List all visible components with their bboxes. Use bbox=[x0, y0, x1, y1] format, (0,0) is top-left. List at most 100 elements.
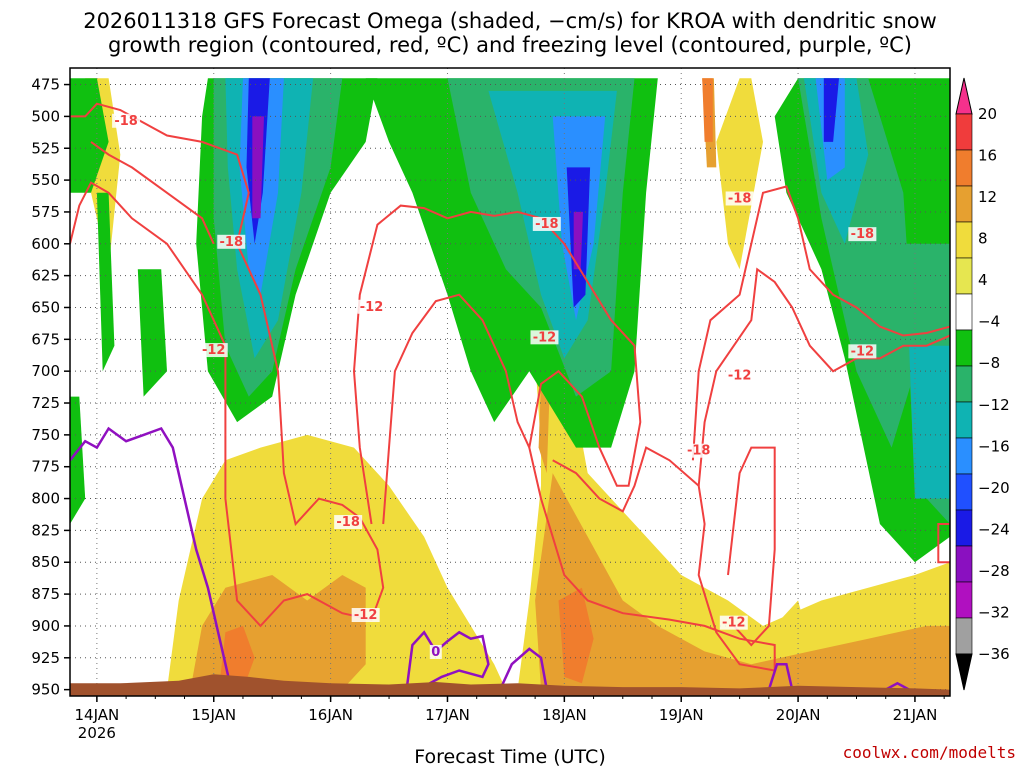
omega-region-negative-4-8 bbox=[70, 78, 109, 193]
omega-region-positive-4-8 bbox=[517, 269, 950, 690]
contour-label-bg bbox=[684, 443, 713, 458]
y-tick-label: 800 bbox=[31, 490, 60, 508]
contour-label-bg bbox=[351, 608, 380, 623]
contour-label: -12 bbox=[360, 300, 384, 315]
omega-region-positive-4-8 bbox=[716, 78, 763, 270]
terrain-fill bbox=[70, 674, 950, 696]
colorbar-swatch bbox=[955, 365, 973, 403]
contour-label-bg bbox=[725, 191, 754, 206]
y-tick-label: 575 bbox=[31, 203, 60, 221]
dgz-contour-line bbox=[727, 446, 776, 647]
y-tick-label: 675 bbox=[31, 330, 60, 348]
contour-label: -18 bbox=[535, 217, 559, 232]
y-tick-label: 950 bbox=[31, 681, 60, 699]
colorbar-swatch bbox=[955, 617, 973, 655]
terrain-surface bbox=[70, 674, 950, 696]
colorbar-label: −36 bbox=[978, 645, 1010, 663]
chart-title-line1: 2026011318 GFS Forecast Omega (shaded, −… bbox=[83, 9, 937, 33]
colorbar-swatch bbox=[955, 149, 973, 187]
colorbar-swatch bbox=[955, 257, 973, 295]
dgz-contour-line bbox=[691, 185, 950, 461]
contour-label-bg bbox=[725, 368, 754, 383]
omega-region-negative-4-8 bbox=[70, 396, 86, 524]
x-tick-label: 18JAN bbox=[542, 706, 587, 724]
y-tick-label: 825 bbox=[31, 521, 60, 539]
omega-region-negative-24-28 bbox=[573, 211, 583, 270]
omega-region-negative-20-24 bbox=[823, 78, 839, 142]
y-tick-label: 850 bbox=[31, 553, 60, 571]
contour-label-bg bbox=[357, 299, 386, 314]
contour-label-bg bbox=[848, 227, 877, 242]
y-tick-label: 625 bbox=[31, 267, 60, 285]
colorbar-label: −16 bbox=[978, 437, 1010, 455]
contour-labels: -18 -18 -12 -12 -18 -12 -18 -12 -18 -18 -12 -12 -18 -… bbox=[112, 113, 877, 660]
contour-label: -18 bbox=[728, 191, 752, 206]
omega-region-negative-24-28 bbox=[252, 116, 264, 219]
colorbar-label: 16 bbox=[978, 147, 997, 165]
colorbar-label: 12 bbox=[978, 188, 997, 206]
contour-label: -12 bbox=[354, 608, 378, 623]
colorbar-label: 20 bbox=[978, 105, 997, 123]
y-tick-label: 600 bbox=[31, 235, 60, 253]
dgz-contours bbox=[70, 102, 950, 672]
colorbar-swatch bbox=[955, 473, 973, 511]
freezing-level-line bbox=[885, 681, 910, 691]
y-tick-label: 925 bbox=[31, 649, 60, 667]
dgz-contour-line bbox=[697, 267, 950, 486]
colorbar-label: −32 bbox=[978, 603, 1010, 621]
contour-label: -12 bbox=[202, 343, 226, 358]
x-tick-label: 19JAN bbox=[659, 706, 704, 724]
x-tick-label: 14JAN bbox=[75, 706, 120, 724]
contour-label: -18 bbox=[220, 235, 244, 250]
contour-label-bg bbox=[530, 330, 559, 345]
contour-label: -18 bbox=[336, 515, 360, 530]
freezing-level-line bbox=[405, 630, 490, 691]
contour-label-bg bbox=[334, 515, 363, 530]
freezing-level-line bbox=[498, 647, 549, 691]
contour-label: -18 bbox=[687, 444, 711, 459]
colorbar-swatch bbox=[955, 113, 973, 151]
colorbar: 20 16 12 8 4 −4 −8 −12 −16 −20 −24 −28 −32 −36 bbox=[955, 77, 1010, 691]
colorbar-label: −20 bbox=[978, 479, 1010, 497]
x-axis-label: Forecast Time (UTC) bbox=[414, 746, 605, 768]
contour-label-bg bbox=[429, 644, 442, 659]
colorbar-label: −12 bbox=[978, 396, 1010, 414]
contour-label: -18 bbox=[851, 227, 875, 242]
y-tick-label: 500 bbox=[31, 107, 60, 125]
colorbar-label: 8 bbox=[978, 230, 988, 248]
credit-text: coolwx.com/modelts bbox=[843, 743, 1016, 762]
colorbar-top-arrow bbox=[955, 77, 973, 115]
colorbar-label: −4 bbox=[978, 313, 1000, 331]
contour-label-bg bbox=[217, 234, 246, 249]
y-tick-label: 725 bbox=[31, 394, 60, 412]
y-tick-label: 750 bbox=[31, 426, 60, 444]
chart-title-line2: growth region (contoured, red, ºC) and f… bbox=[108, 33, 912, 57]
dgz-contour-line bbox=[90, 141, 215, 245]
x-tick-label: 21JAN bbox=[893, 706, 938, 724]
x-tick-label: 15JAN bbox=[191, 706, 236, 724]
y-tick-label: 700 bbox=[31, 362, 60, 380]
freezing-level-line bbox=[767, 662, 794, 690]
y-tick-label: 650 bbox=[31, 298, 60, 316]
colorbar-label: 4 bbox=[978, 271, 988, 289]
contour-label-bg bbox=[848, 344, 877, 359]
y-axis: 475 500 525 550 575 600 625 650 675 700 725 750 775 8… bbox=[31, 76, 70, 699]
dgz-contour-line bbox=[528, 446, 776, 672]
omega-region-positive-12-16 bbox=[558, 587, 594, 684]
y-tick-label: 900 bbox=[31, 617, 60, 635]
contour-label: -18 bbox=[114, 114, 138, 129]
dgz-contour-line bbox=[937, 523, 950, 564]
colorbar-label: −24 bbox=[978, 520, 1010, 538]
x-tick-year-label: 2026 bbox=[78, 724, 116, 742]
y-tick-label: 475 bbox=[31, 76, 60, 94]
y-tick-label: 550 bbox=[31, 171, 60, 189]
contour-label-bg bbox=[199, 343, 228, 358]
colorbar-swatch bbox=[955, 509, 973, 547]
y-tick-label: 875 bbox=[31, 585, 60, 603]
colorbar-label: −28 bbox=[978, 562, 1010, 580]
colorbar-swatch bbox=[955, 437, 973, 475]
y-tick-label: 525 bbox=[31, 139, 60, 157]
omega-region-negative-12-16 bbox=[909, 345, 950, 499]
